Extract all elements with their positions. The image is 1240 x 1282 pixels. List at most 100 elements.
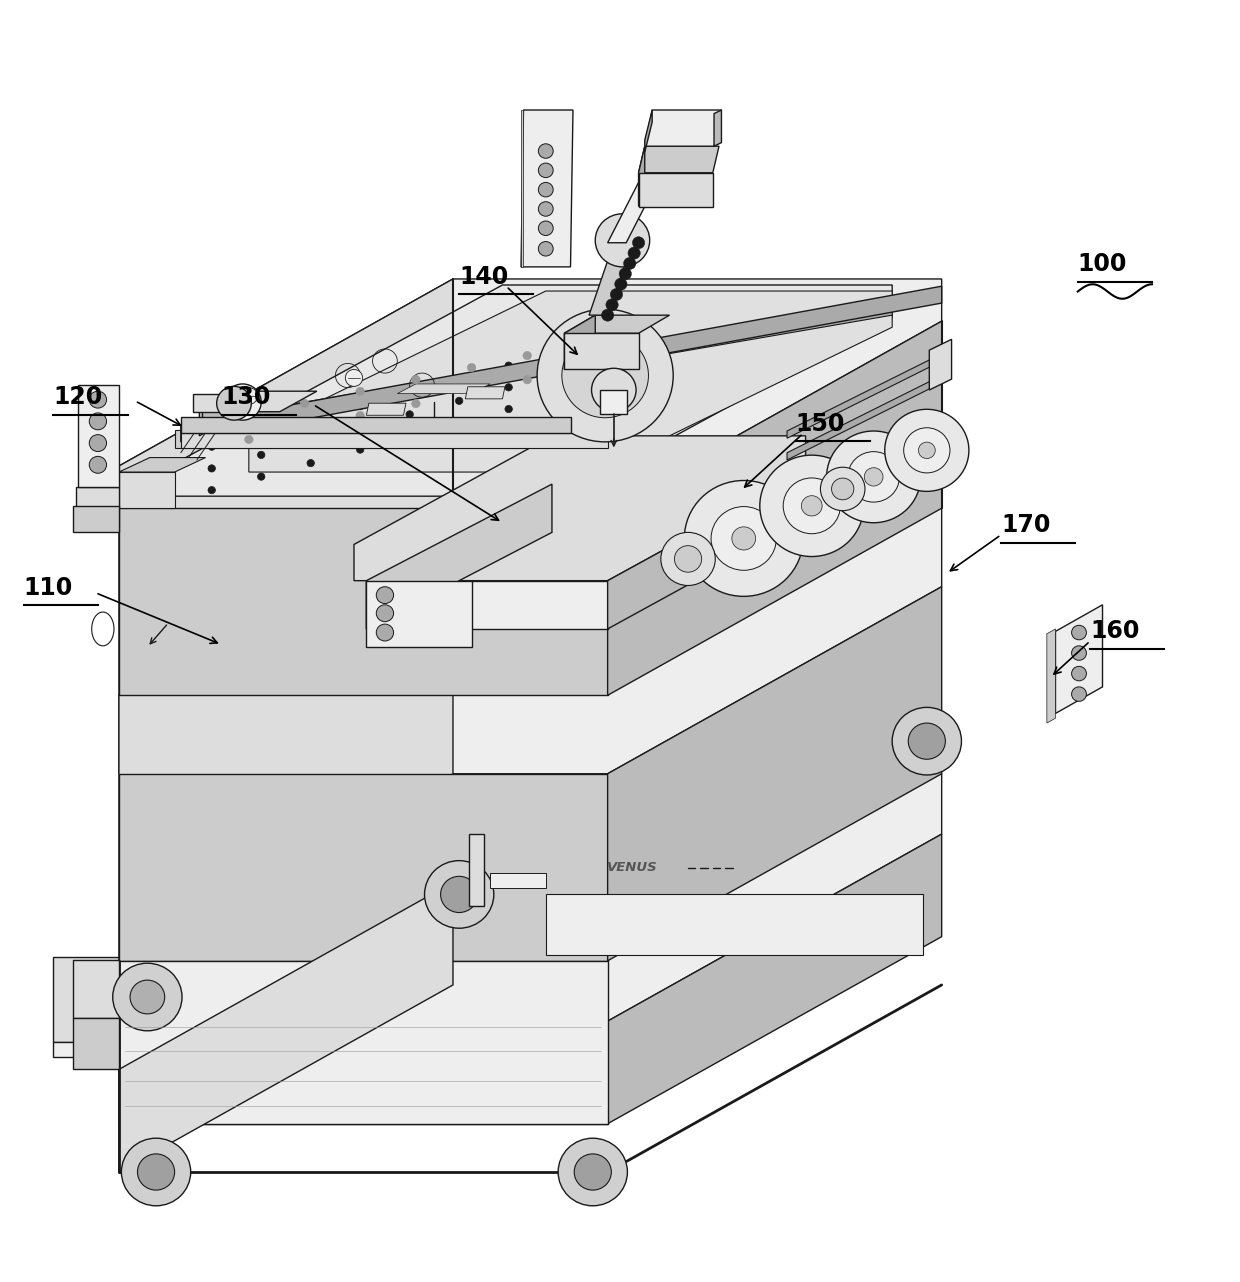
Circle shape xyxy=(558,1138,627,1206)
Polygon shape xyxy=(397,383,490,394)
Polygon shape xyxy=(645,110,652,153)
Circle shape xyxy=(130,981,165,1014)
Text: 110: 110 xyxy=(24,576,73,600)
Circle shape xyxy=(1071,626,1086,640)
Circle shape xyxy=(562,333,649,418)
Circle shape xyxy=(376,605,393,622)
Text: 170: 170 xyxy=(1001,513,1050,537)
Text: 100: 100 xyxy=(1078,253,1127,277)
Polygon shape xyxy=(600,390,627,414)
Circle shape xyxy=(908,723,945,759)
Circle shape xyxy=(538,144,553,158)
Polygon shape xyxy=(119,472,175,508)
Polygon shape xyxy=(469,835,484,906)
Polygon shape xyxy=(608,472,806,629)
Circle shape xyxy=(661,532,715,586)
Circle shape xyxy=(224,383,262,420)
Text: 130: 130 xyxy=(222,385,272,409)
Polygon shape xyxy=(714,110,722,146)
Circle shape xyxy=(356,387,365,396)
Polygon shape xyxy=(604,369,630,385)
Polygon shape xyxy=(1055,605,1102,713)
Circle shape xyxy=(356,446,363,454)
Circle shape xyxy=(300,423,309,432)
Polygon shape xyxy=(119,508,941,774)
Polygon shape xyxy=(73,960,119,1018)
Circle shape xyxy=(784,478,841,533)
Circle shape xyxy=(440,877,477,913)
Circle shape xyxy=(538,221,553,236)
Circle shape xyxy=(848,451,899,503)
Circle shape xyxy=(601,309,614,322)
Polygon shape xyxy=(119,508,608,695)
Polygon shape xyxy=(787,354,941,438)
Circle shape xyxy=(505,383,512,391)
Circle shape xyxy=(258,473,265,481)
Polygon shape xyxy=(200,391,317,412)
Circle shape xyxy=(537,309,673,442)
Circle shape xyxy=(412,376,420,383)
Polygon shape xyxy=(193,394,231,412)
Circle shape xyxy=(113,963,182,1031)
Polygon shape xyxy=(181,286,941,442)
Polygon shape xyxy=(119,458,206,472)
Circle shape xyxy=(308,459,315,467)
Polygon shape xyxy=(119,508,453,960)
Polygon shape xyxy=(490,873,546,888)
Circle shape xyxy=(523,376,532,383)
Polygon shape xyxy=(564,333,639,369)
Polygon shape xyxy=(181,417,570,433)
Circle shape xyxy=(222,397,239,414)
Circle shape xyxy=(538,182,553,197)
Circle shape xyxy=(345,369,362,386)
Text: 150: 150 xyxy=(796,412,846,436)
Polygon shape xyxy=(200,391,237,436)
Polygon shape xyxy=(175,285,893,496)
Circle shape xyxy=(538,201,553,217)
Polygon shape xyxy=(268,419,308,432)
Polygon shape xyxy=(564,315,670,333)
Circle shape xyxy=(208,444,216,450)
Circle shape xyxy=(606,299,619,310)
Polygon shape xyxy=(366,581,608,629)
Polygon shape xyxy=(639,146,645,206)
Circle shape xyxy=(591,368,636,412)
Circle shape xyxy=(122,1138,191,1206)
Circle shape xyxy=(675,546,702,572)
Circle shape xyxy=(505,362,512,369)
Circle shape xyxy=(376,587,393,604)
Circle shape xyxy=(467,363,476,372)
Circle shape xyxy=(538,241,553,256)
Polygon shape xyxy=(639,146,719,173)
Polygon shape xyxy=(53,1042,119,1058)
Circle shape xyxy=(138,1154,175,1190)
Circle shape xyxy=(89,413,107,429)
Circle shape xyxy=(455,419,463,426)
Polygon shape xyxy=(119,279,453,695)
Circle shape xyxy=(632,237,645,249)
Circle shape xyxy=(885,409,968,491)
Polygon shape xyxy=(119,279,941,508)
Circle shape xyxy=(864,468,883,486)
Circle shape xyxy=(732,527,755,550)
Text: 120: 120 xyxy=(53,385,103,409)
Polygon shape xyxy=(119,774,608,960)
Polygon shape xyxy=(193,301,893,436)
Polygon shape xyxy=(119,774,941,1022)
Polygon shape xyxy=(353,436,806,581)
Circle shape xyxy=(217,386,252,420)
Polygon shape xyxy=(589,242,632,315)
Circle shape xyxy=(258,451,265,459)
Polygon shape xyxy=(645,110,722,146)
Circle shape xyxy=(684,481,804,596)
Circle shape xyxy=(405,432,413,440)
Circle shape xyxy=(574,1154,611,1190)
Polygon shape xyxy=(521,110,573,267)
Text: 160: 160 xyxy=(1090,619,1140,644)
Polygon shape xyxy=(465,387,505,399)
Polygon shape xyxy=(929,340,951,390)
Circle shape xyxy=(356,412,365,419)
Circle shape xyxy=(258,429,265,437)
Polygon shape xyxy=(73,1018,119,1069)
Circle shape xyxy=(89,435,107,451)
